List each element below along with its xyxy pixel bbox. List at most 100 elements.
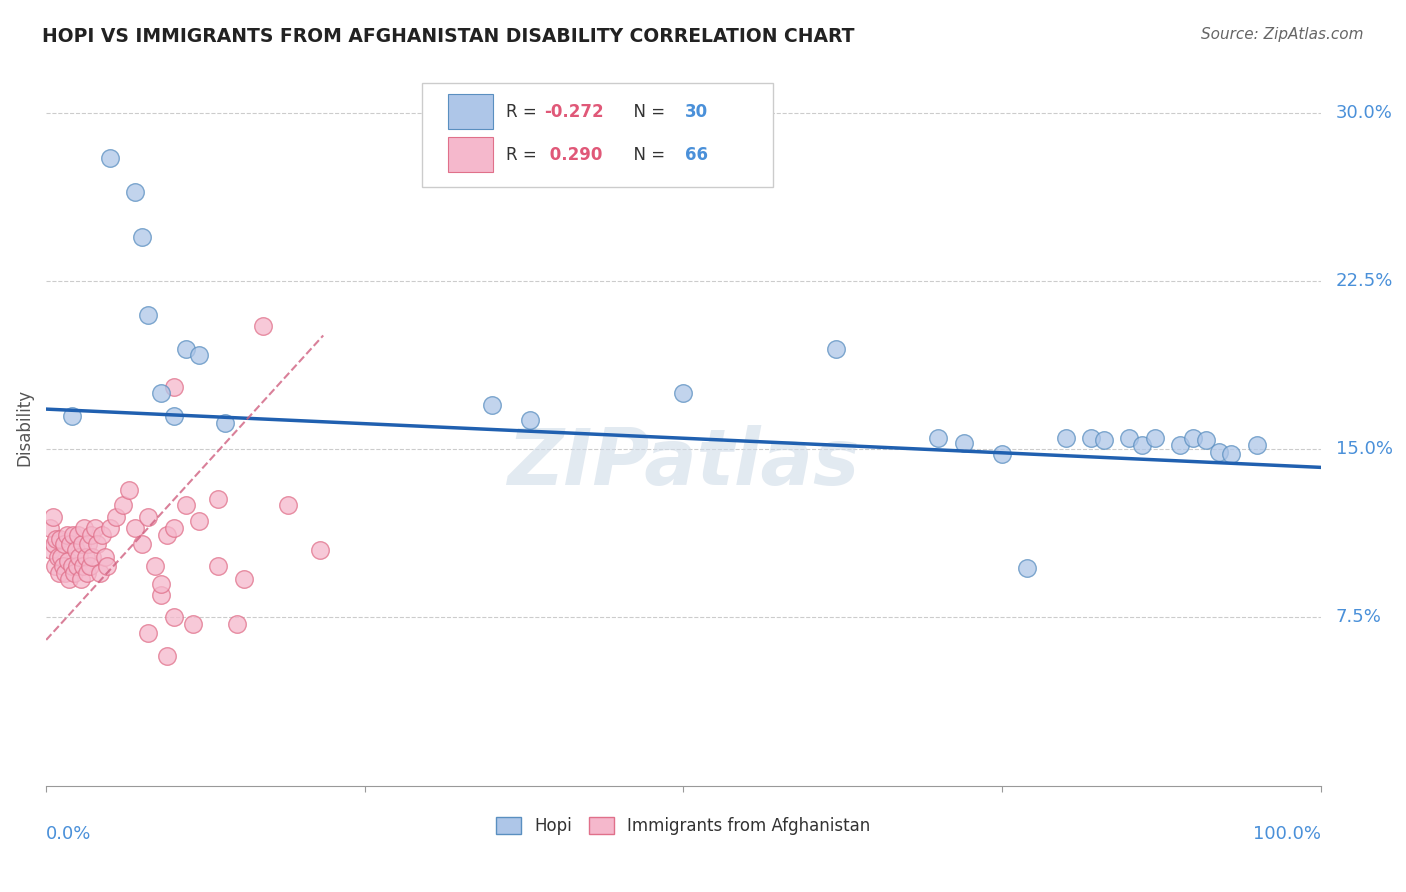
Point: [1170, 438, 1192, 452]
Point: [75, 549, 97, 564]
Point: [42, 536, 65, 550]
Point: [1246, 438, 1268, 452]
Text: 7.5%: 7.5%: [1336, 608, 1382, 626]
Point: [481, 398, 503, 412]
Point: [91, 527, 114, 541]
Point: [207, 558, 229, 573]
Point: [65, 543, 87, 558]
Point: [825, 342, 848, 356]
Point: [70, 536, 93, 550]
Text: 30: 30: [685, 103, 707, 120]
Point: [672, 386, 695, 401]
Text: HOPI VS IMMIGRANTS FROM AFGHANISTAN DISABILITY CORRELATION CHART: HOPI VS IMMIGRANTS FROM AFGHANISTAN DISA…: [42, 27, 855, 45]
Point: [98, 521, 121, 535]
Point: [56, 554, 79, 568]
Point: [118, 483, 141, 497]
Point: [309, 543, 332, 558]
Text: ZIPatlas: ZIPatlas: [508, 425, 859, 501]
Point: [44, 558, 66, 573]
Legend: Hopi, Immigrants from Afghanistan: Hopi, Immigrants from Afghanistan: [489, 810, 877, 842]
Point: [136, 509, 159, 524]
Point: [156, 648, 179, 663]
Text: 30.0%: 30.0%: [1336, 104, 1393, 122]
Point: [188, 348, 211, 362]
Point: [66, 558, 89, 573]
Point: [1220, 447, 1243, 461]
Text: Source: ZipAtlas.com: Source: ZipAtlas.com: [1201, 27, 1364, 42]
Text: N =: N =: [623, 103, 671, 120]
Point: [72, 558, 94, 573]
Point: [59, 536, 82, 550]
Text: 22.5%: 22.5%: [1336, 272, 1393, 291]
Point: [131, 536, 153, 550]
Point: [67, 549, 90, 564]
Point: [162, 409, 184, 423]
Text: R =: R =: [506, 103, 543, 120]
Point: [991, 447, 1014, 461]
Point: [1143, 431, 1166, 445]
Point: [226, 617, 249, 632]
Point: [62, 527, 84, 541]
Point: [79, 558, 101, 573]
Point: [156, 527, 179, 541]
Point: [188, 514, 211, 528]
Point: [1017, 561, 1039, 575]
FancyBboxPatch shape: [447, 94, 494, 129]
Point: [162, 380, 184, 394]
Text: 100.0%: 100.0%: [1253, 825, 1320, 843]
Text: R =: R =: [506, 145, 543, 163]
Point: [277, 499, 299, 513]
Point: [149, 588, 172, 602]
Point: [49, 532, 72, 546]
Point: [124, 521, 146, 535]
Point: [149, 577, 172, 591]
Point: [73, 521, 96, 535]
Point: [1092, 434, 1115, 448]
Point: [1080, 431, 1102, 445]
Point: [89, 566, 111, 580]
Point: [41, 509, 63, 524]
Point: [52, 558, 75, 573]
Point: [53, 566, 76, 580]
Point: [39, 543, 62, 558]
Point: [67, 527, 90, 541]
Point: [46, 549, 69, 564]
Point: [1182, 431, 1205, 445]
Point: [76, 566, 98, 580]
Point: [143, 558, 166, 573]
Text: 0.0%: 0.0%: [46, 825, 91, 843]
Point: [952, 435, 974, 450]
Point: [136, 308, 159, 322]
Point: [232, 573, 254, 587]
Point: [519, 413, 541, 427]
Point: [98, 151, 121, 165]
FancyBboxPatch shape: [447, 137, 494, 172]
Point: [80, 527, 103, 541]
Point: [48, 566, 70, 580]
Point: [55, 527, 77, 541]
Point: [60, 558, 83, 573]
Point: [105, 509, 128, 524]
Point: [162, 521, 184, 535]
Y-axis label: Disability: Disability: [15, 389, 32, 466]
Point: [86, 536, 108, 550]
Point: [1208, 444, 1230, 458]
Point: [162, 610, 184, 624]
Point: [131, 229, 153, 244]
Point: [45, 532, 67, 546]
Point: [1054, 431, 1077, 445]
Point: [58, 573, 80, 587]
Point: [1130, 438, 1153, 452]
Point: [1118, 431, 1140, 445]
FancyBboxPatch shape: [422, 83, 772, 186]
Point: [252, 319, 274, 334]
Point: [927, 431, 949, 445]
Point: [111, 499, 134, 513]
Point: [39, 521, 62, 535]
Point: [96, 558, 118, 573]
Point: [214, 416, 236, 430]
Point: [176, 342, 198, 356]
Text: -0.272: -0.272: [544, 103, 605, 120]
Point: [124, 185, 146, 199]
Point: [207, 491, 229, 506]
